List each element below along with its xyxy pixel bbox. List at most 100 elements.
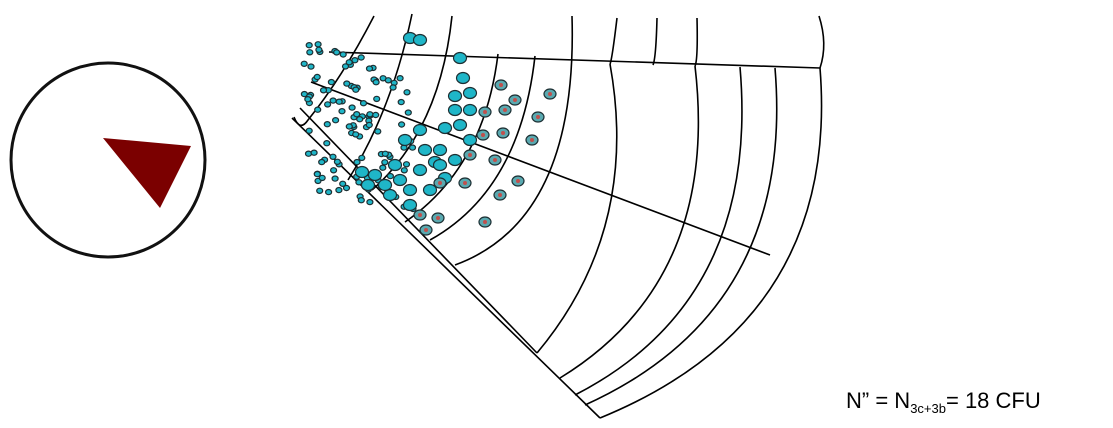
colony: [455, 71, 471, 85]
colony: [324, 101, 332, 108]
ring-arc-8: [652, 17, 658, 66]
colony: [305, 42, 313, 49]
caption-prefix: N” = N: [846, 388, 911, 413]
colony: [404, 109, 412, 116]
counted-mark: [516, 179, 520, 183]
colony: [377, 178, 393, 192]
plate-overview: [9, 61, 207, 259]
colony: [384, 77, 392, 84]
counted-mark: [483, 220, 487, 224]
colony: [374, 128, 382, 135]
counted-mark: [503, 108, 507, 112]
colony: [402, 183, 418, 197]
counted-mark: [513, 98, 517, 102]
colony: [313, 170, 321, 178]
colony: [300, 60, 308, 68]
counted-mark: [499, 83, 503, 87]
sector-line-2: [310, 81, 771, 256]
counted-mark: [493, 158, 497, 162]
counted-mark: [481, 133, 485, 137]
colony: [422, 183, 438, 197]
colony: [307, 63, 315, 70]
colony: [329, 97, 337, 104]
caption-subscript: 3c+3b: [910, 401, 946, 416]
ring-arc-outer-2: [559, 65, 700, 379]
colony: [381, 159, 389, 166]
colony: [331, 175, 339, 182]
colony: [402, 198, 418, 212]
counted-mark: [424, 228, 428, 232]
colony: [382, 188, 398, 202]
colony: [351, 57, 359, 64]
colony: [329, 153, 337, 160]
counted-mark: [498, 193, 502, 197]
counting-sector-wedge: [103, 138, 191, 208]
colony: [335, 186, 343, 194]
colony: [359, 99, 368, 107]
colony: [318, 174, 326, 182]
colony: [447, 89, 463, 103]
plate-circle: [9, 61, 207, 259]
colony: [345, 59, 353, 66]
colony: [345, 123, 353, 130]
colony: [447, 103, 463, 117]
counted-mark: [436, 216, 440, 220]
colony: [396, 74, 404, 82]
colony: [381, 150, 389, 157]
colony: [314, 41, 322, 48]
colony: [432, 143, 448, 157]
colony: [437, 121, 453, 135]
colony: [447, 153, 463, 167]
counted-mark: [468, 153, 472, 157]
colony: [360, 178, 376, 192]
sector-line-3: [299, 107, 538, 354]
colony: [333, 49, 341, 56]
colony: [408, 144, 417, 151]
colony: [332, 116, 340, 124]
colony: [366, 198, 374, 206]
colony: [339, 51, 347, 58]
ring-arc-outer-3: [574, 66, 743, 396]
colony: [330, 167, 338, 174]
colony: [372, 78, 380, 86]
colony: [432, 158, 448, 172]
colony: [356, 115, 364, 123]
counted-mark: [483, 110, 487, 114]
ring-arc-outer-1: [536, 63, 618, 354]
colony: [343, 80, 351, 87]
colony: [402, 161, 411, 168]
colony: [452, 118, 468, 132]
colony: [400, 167, 408, 174]
counted-mark: [501, 131, 505, 135]
colony: [333, 158, 341, 165]
colony: [325, 188, 333, 196]
colony-count-caption: N” = N3c+3b= 18 CFU: [846, 388, 1041, 416]
counted-mark: [438, 181, 442, 185]
counted-mark: [548, 92, 552, 96]
colony: [306, 49, 314, 56]
colony: [412, 123, 428, 137]
colony: [352, 86, 360, 93]
colony: [323, 120, 331, 128]
colony: [452, 51, 468, 65]
colony: [373, 95, 381, 103]
colony: [339, 180, 347, 187]
colony: [372, 111, 380, 119]
colony: [397, 133, 413, 147]
ring-arc-outer-4: [584, 67, 778, 406]
ring-arc-6: [454, 15, 574, 266]
colony: [348, 104, 356, 111]
colony: [314, 106, 322, 113]
colony: [387, 158, 403, 172]
colony: [397, 98, 405, 106]
colony: [386, 172, 394, 180]
colony: [398, 121, 406, 128]
ring-arc-7: [609, 17, 618, 65]
colony: [315, 46, 323, 54]
colony: [412, 33, 428, 47]
colony: [353, 158, 361, 166]
colony: [304, 95, 312, 103]
ring-arc-5: [429, 55, 536, 241]
ring-arc-10: [818, 15, 825, 69]
